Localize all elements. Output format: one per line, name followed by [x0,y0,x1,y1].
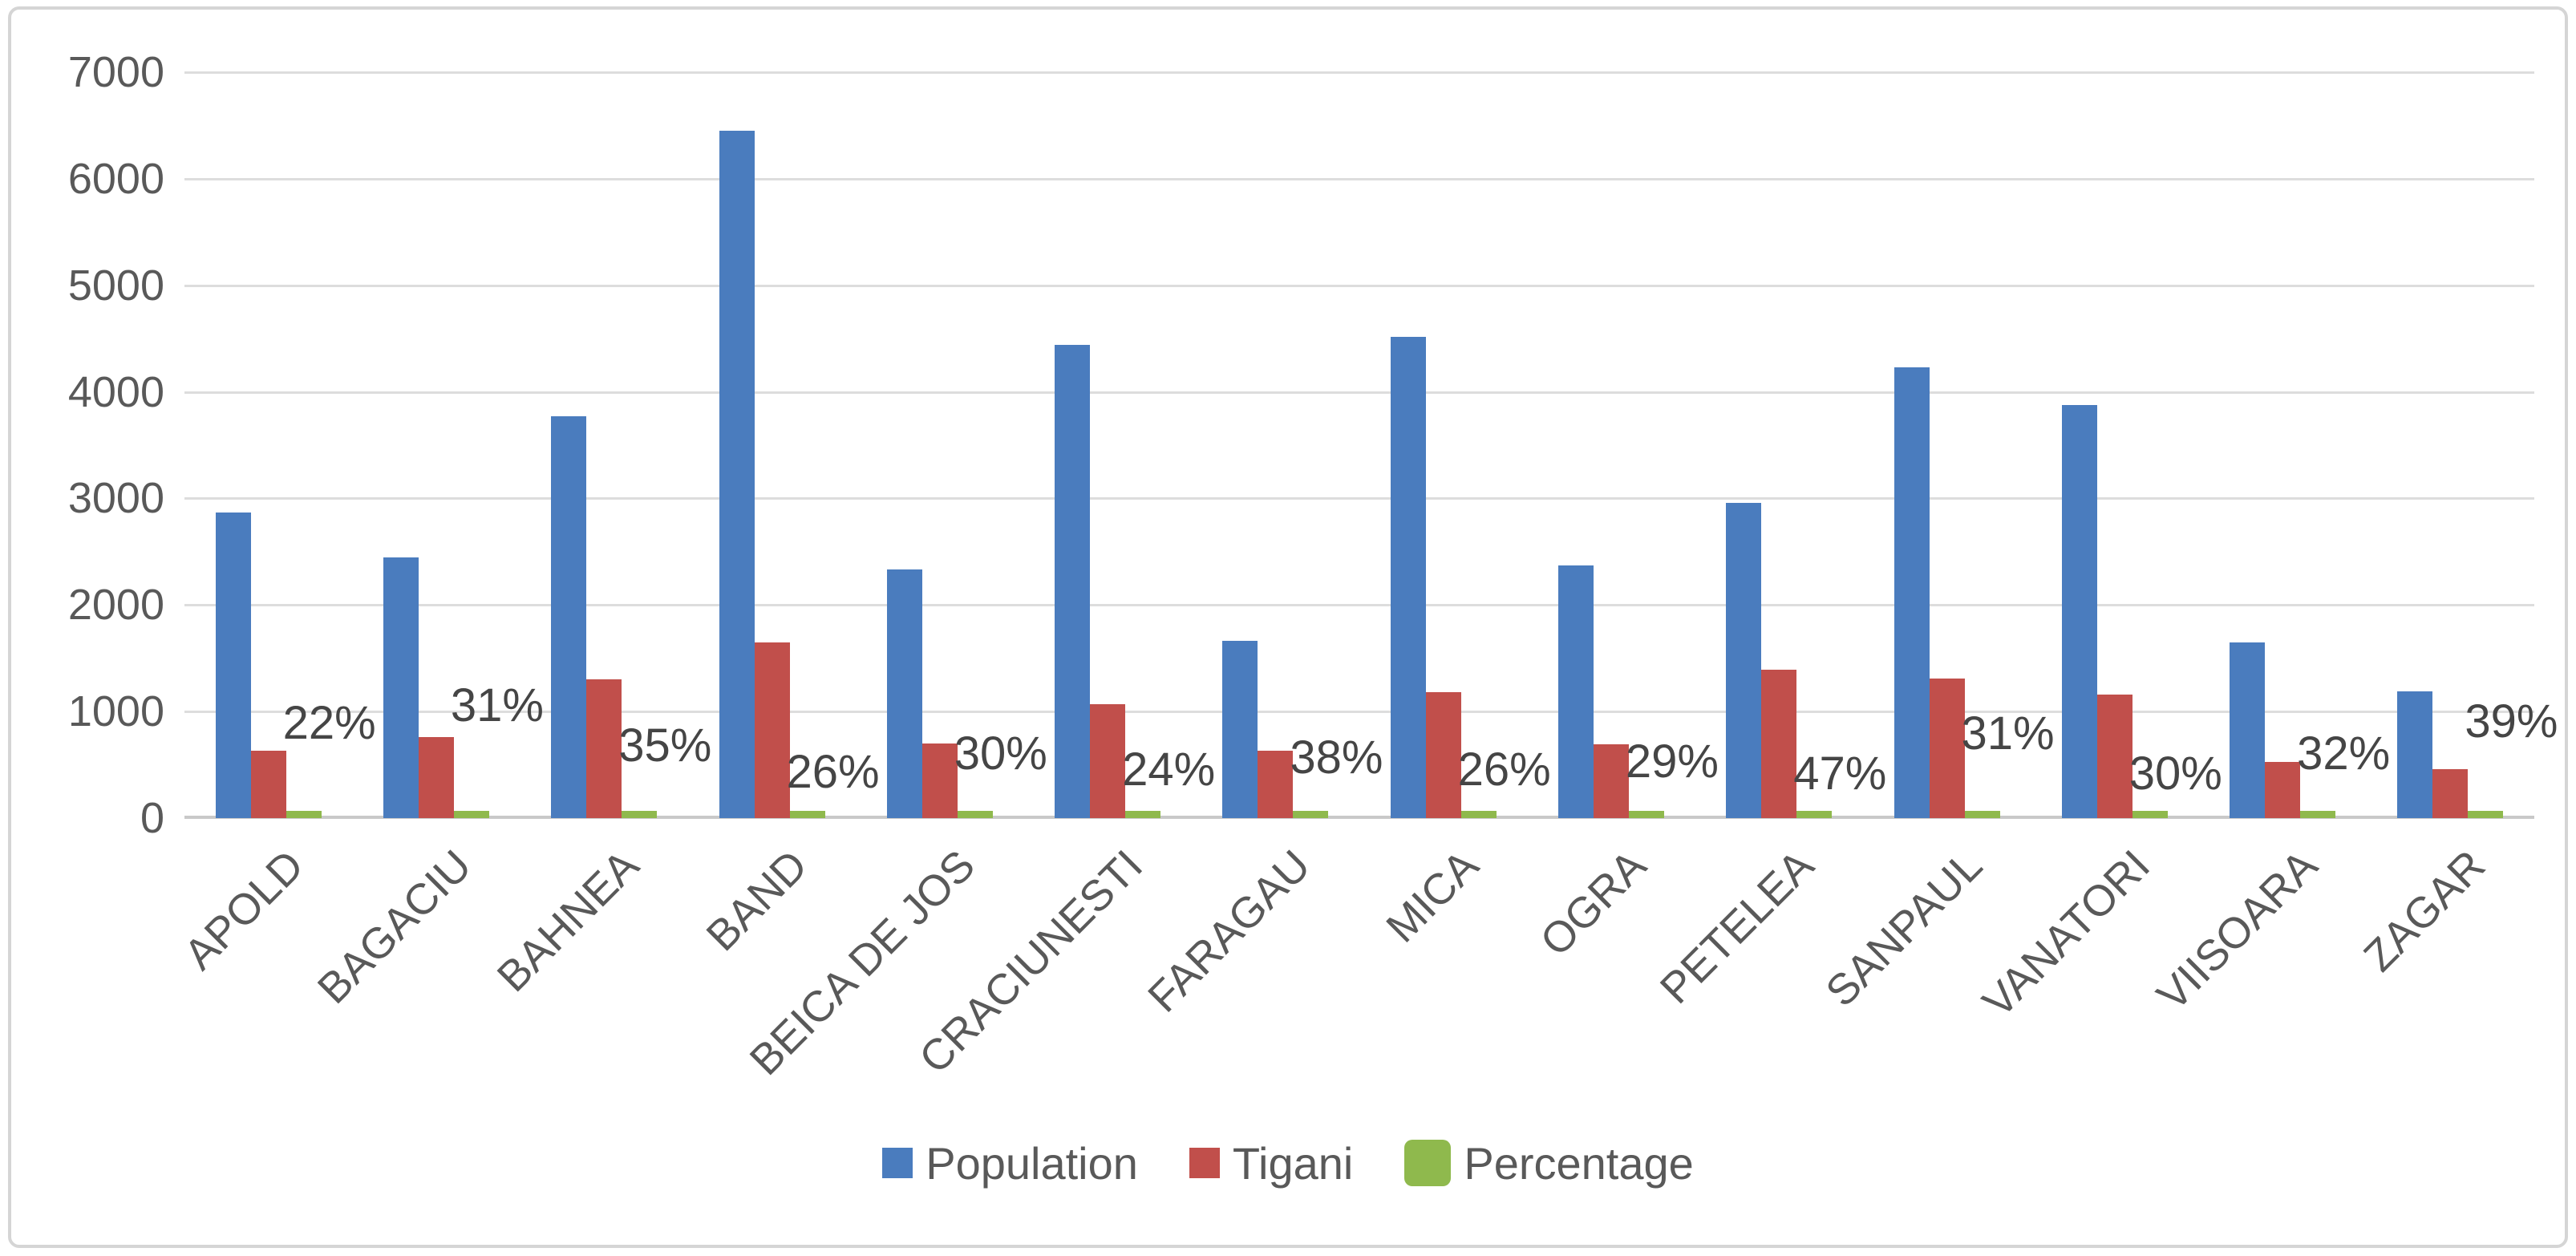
bar-population-vanatori [2061,404,2097,818]
bar-percentage-mica [1460,811,1497,818]
bar-percentage-petelea [1796,811,1833,818]
y-tick-2000: 2000 [67,581,164,630]
legend-label-tigani: Tigani [1232,1137,1354,1189]
bar-tigani-viisoara [2265,761,2301,818]
data-label-craciunesti: 24% [1122,743,1216,796]
y-tick-1000: 1000 [67,687,164,736]
data-label-beica-de-jos: 30% [954,727,1047,780]
bar-population-band [719,131,755,818]
bar-population-petelea [1726,502,1762,818]
legend-item-population: Population [882,1137,1138,1189]
y-tick-5000: 5000 [67,261,164,310]
bar-percentage-sanpaul [1964,811,2000,818]
chart-border [8,6,2568,1248]
data-label-ogra: 29% [1625,735,1719,788]
bar-tigani-beica-de-jos [921,743,958,818]
bar-population-viisoara [2230,642,2266,818]
bar-tigani-craciunesti [1090,703,1126,818]
bar-percentage-zagar [2468,811,2504,818]
data-label-band: 26% [786,746,880,798]
bar-percentage-vanatori [2132,811,2168,818]
data-label-vanatori: 30% [2128,748,2222,800]
bar-tigani-apold [250,751,286,818]
bar-percentage-bagaciu [453,811,489,818]
gridline-2000 [184,604,2534,607]
legend-marker-population [882,1148,913,1178]
bar-population-mica [1390,336,1426,818]
gridline-1000 [184,711,2534,714]
legend-item-percentage: Percentage [1404,1137,1694,1189]
data-label-bahnea: 35% [618,719,712,772]
bar-population-beica-de-jos [886,569,922,818]
bar-population-sanpaul [1894,367,1930,818]
bar-tigani-bagaciu [418,737,454,818]
bar-percentage-craciunesti [1125,811,1161,818]
data-label-petelea: 47% [1793,748,1887,800]
bar-tigani-vanatori [2096,694,2132,818]
bar-tigani-petelea [1761,670,1797,818]
data-label-bagaciu: 31% [450,679,545,731]
data-label-mica: 26% [1457,743,1551,796]
legend-label-percentage: Percentage [1464,1137,1694,1189]
data-label-zagar: 39% [2465,695,2558,748]
data-label-faragau: 38% [1290,731,1383,784]
legend-marker-tigani [1189,1148,1220,1178]
legend-marker-percentage [1404,1140,1452,1186]
y-tick-3000: 3000 [67,474,164,523]
bar-tigani-band [754,642,790,818]
bar-population-craciunesti [1055,345,1091,818]
bar-percentage-viisoara [2300,811,2336,818]
legend-item-tigani: Tigani [1189,1137,1353,1189]
bar-tigani-zagar [2432,768,2469,818]
bar-tigani-faragau [1258,751,1294,818]
bar-percentage-beica-de-jos [957,811,993,818]
bar-percentage-band [789,811,825,818]
x-axis-line [184,816,2534,819]
plot-area [184,71,2534,819]
bar-percentage-ogra [1628,811,1664,818]
bar-percentage-apold [286,811,322,818]
legend-label-population: Population [925,1137,1138,1189]
bar-population-faragau [1222,641,1258,818]
bar-tigani-ogra [1593,744,1629,818]
bar-tigani-bahnea [586,679,622,818]
gridline-4000 [184,391,2534,394]
bar-tigani-sanpaul [1929,678,1965,818]
bar-tigani-mica [1425,692,1461,818]
bar-population-apold [215,512,251,818]
bar-population-ogra [1557,565,1594,818]
data-label-sanpaul: 31% [1961,707,2055,760]
y-tick-6000: 6000 [67,154,164,203]
gridline-6000 [184,177,2534,180]
gridline-5000 [184,284,2534,287]
y-tick-4000: 4000 [67,367,164,416]
gridline-7000 [184,71,2534,74]
bar-population-bagaciu [383,557,419,818]
bar-population-bahnea [551,416,587,818]
y-tick-7000: 7000 [67,48,164,96]
bar-population-zagar [2397,691,2433,818]
bar-percentage-faragau [1293,811,1329,818]
data-label-viisoara: 32% [2297,727,2391,780]
bar-percentage-bahnea [622,811,658,818]
gridline-3000 [184,497,2534,500]
legend: Population Tigani Percentage [0,1129,2576,1197]
data-label-apold: 22% [282,697,376,749]
y-tick-0: 0 [140,794,164,842]
